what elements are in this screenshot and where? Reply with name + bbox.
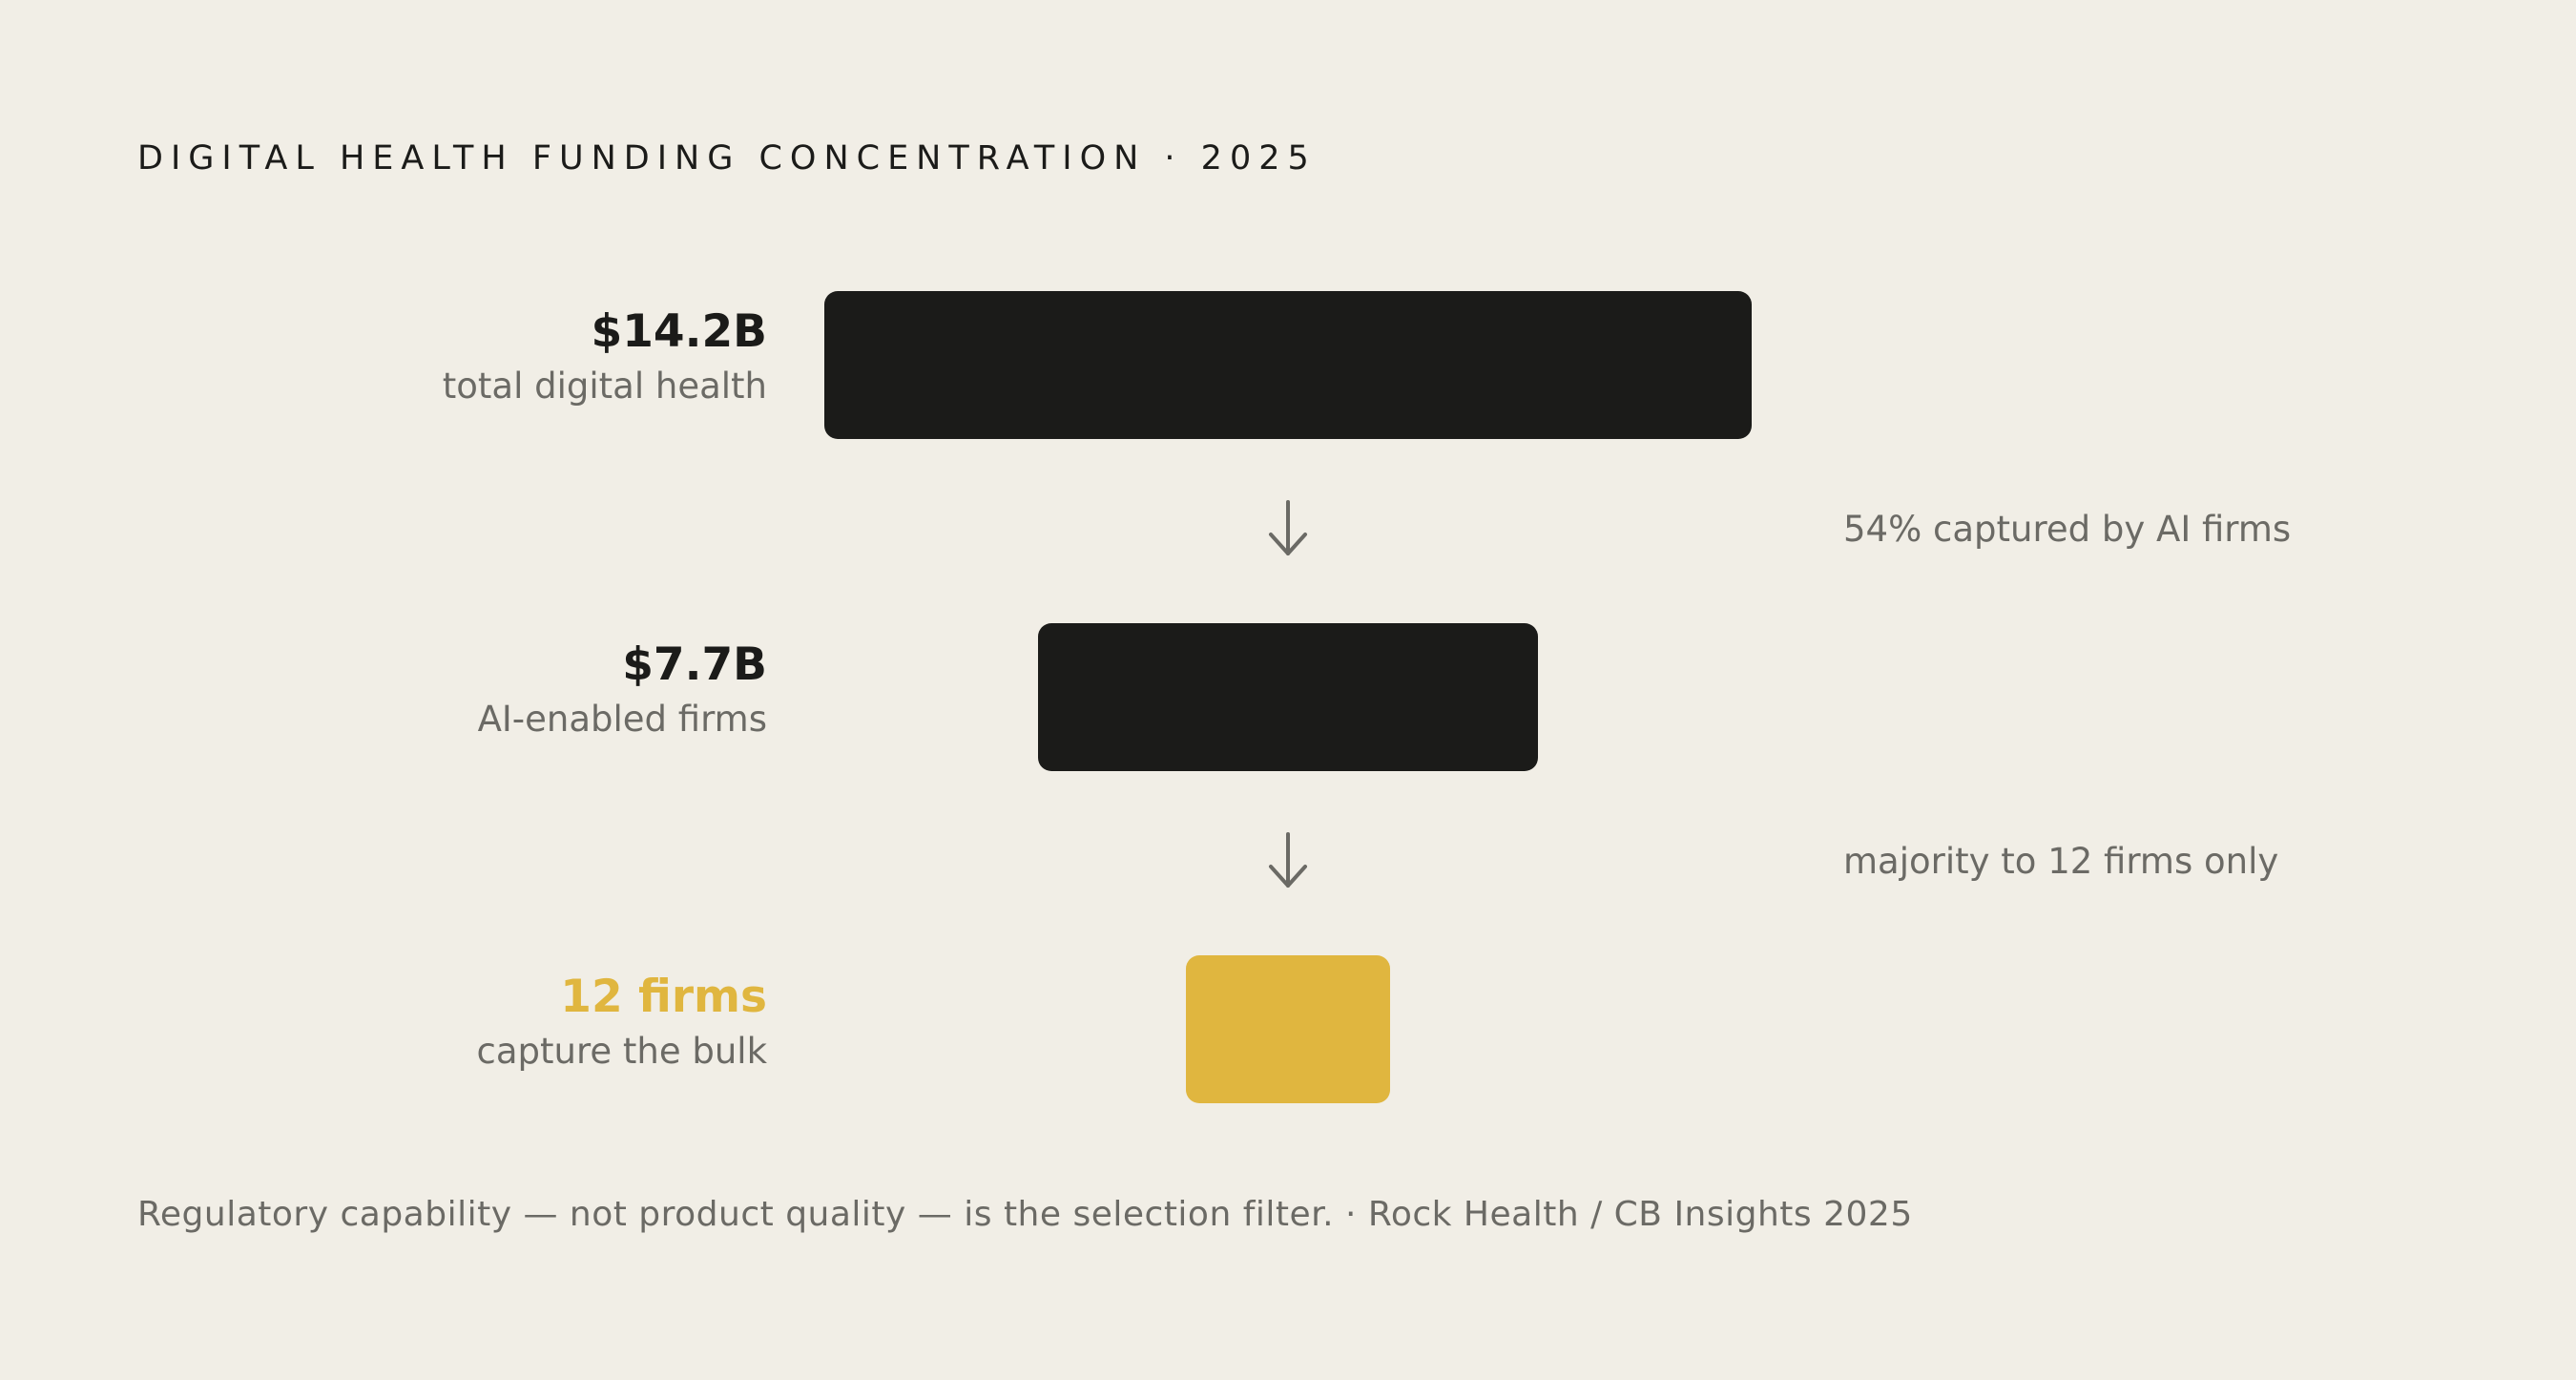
stage-sub-firms: capture the bulk	[476, 1031, 767, 1072]
stage-sub-ai: AI-enabled firms	[477, 699, 767, 740]
stage-value-firms: 12 firms	[560, 971, 767, 1023]
stage-label-ai: $7.7B AI-enabled firms	[478, 637, 767, 743]
stage-label-total: $14.2B total digital health	[443, 303, 767, 410]
funnel-bar-total	[824, 291, 1752, 439]
stage-label-firms: 12 firms capture the bulk	[476, 969, 767, 1076]
page-title: DIGITAL HEALTH FUNDING CONCENTRATION · 2…	[137, 139, 1317, 178]
stage-value-ai: $7.7B	[622, 638, 767, 691]
stage-value-total: $14.2B	[591, 305, 768, 358]
transition-note-firms: majority to 12 firms only	[1843, 841, 2279, 882]
arrow-down-icon	[1269, 832, 1307, 888]
funnel-bar-ai	[1038, 623, 1538, 771]
footer-note: Regulatory capability — not product qual…	[137, 1195, 1913, 1234]
arrow-down-icon	[1269, 500, 1307, 555]
stage-sub-total: total digital health	[442, 366, 767, 407]
transition-note-ai: 54% captured by AI firms	[1843, 509, 2292, 550]
funnel-bar-firms	[1186, 955, 1390, 1103]
